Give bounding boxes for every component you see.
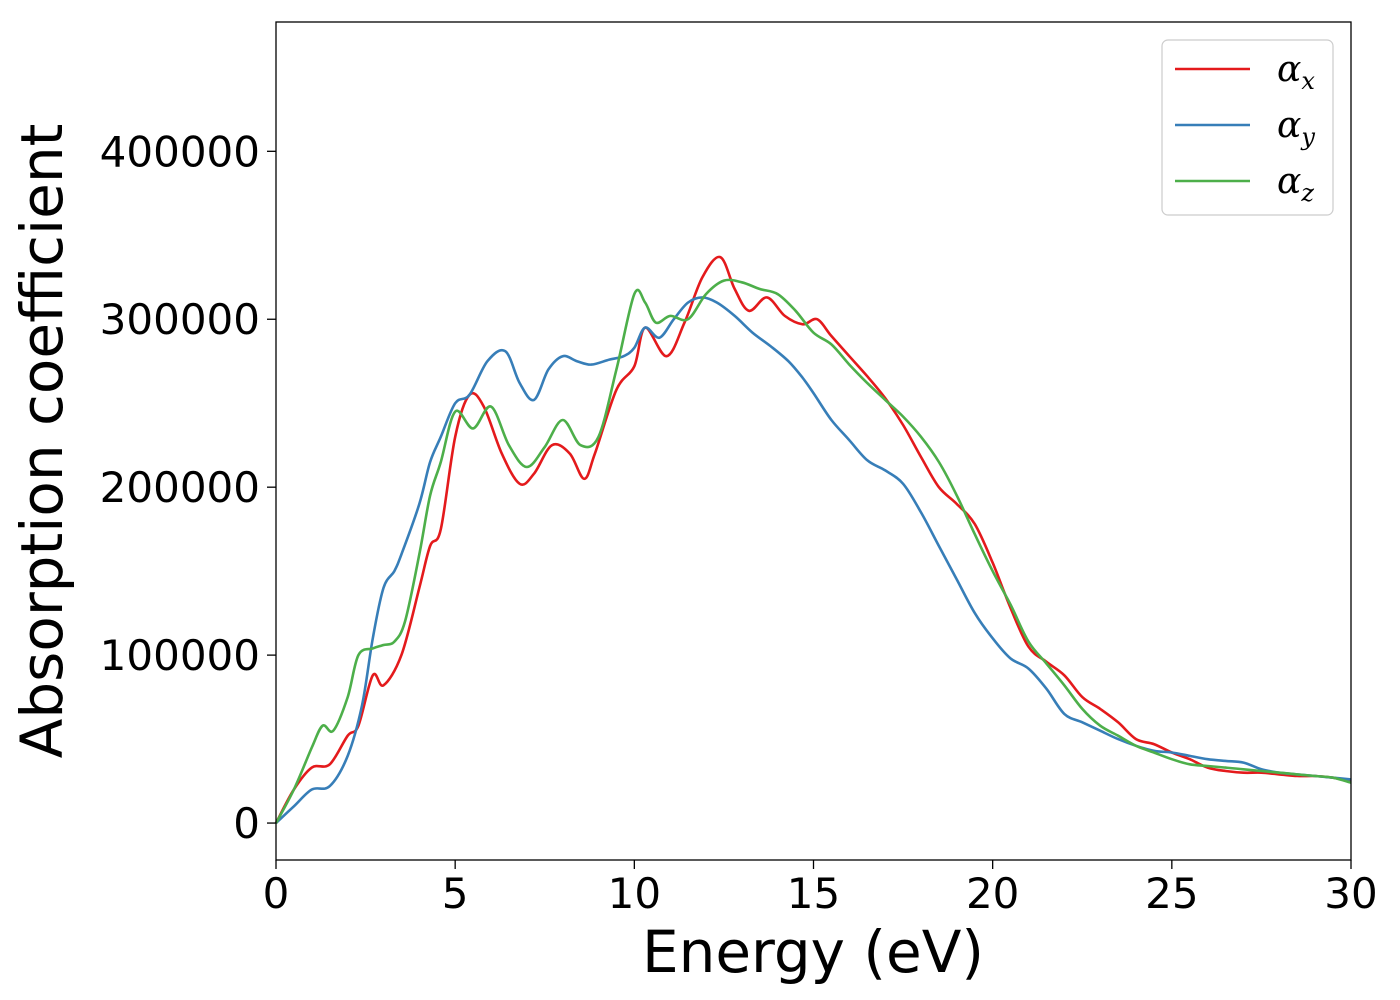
y-tick-label: 400000 bbox=[100, 127, 260, 176]
x-tick-label: 20 bbox=[966, 869, 1019, 918]
x-axis: 0 5 10 15 20 25 30 bbox=[263, 860, 1378, 918]
legend-label-y: αy bbox=[1277, 105, 1315, 151]
y-tick-label: 0 bbox=[233, 799, 260, 848]
series-layer bbox=[274, 255, 1352, 825]
legend-box bbox=[1161, 39, 1334, 216]
legend-symbol: α bbox=[1277, 105, 1301, 146]
legend-subscript: z bbox=[1300, 179, 1314, 207]
y-tick-label: 200000 bbox=[100, 463, 260, 512]
legend-symbol: α bbox=[1277, 49, 1301, 90]
legend-subscript: y bbox=[1300, 123, 1315, 151]
x-tick-label: 30 bbox=[1324, 869, 1377, 918]
y-tick-label: 100000 bbox=[100, 631, 260, 680]
legend-label-z: αz bbox=[1277, 161, 1314, 207]
x-tick-label: 10 bbox=[608, 869, 661, 918]
x-tick-label: 15 bbox=[787, 869, 840, 918]
x-tick-label: 0 bbox=[263, 869, 290, 918]
legend-label-x: αx bbox=[1277, 49, 1315, 95]
legend-subscript: x bbox=[1301, 67, 1315, 95]
series-line-z bbox=[274, 278, 1352, 824]
x-tick-label: 25 bbox=[1145, 869, 1198, 918]
y-tick-label: 300000 bbox=[100, 295, 260, 344]
legend-symbol: α bbox=[1277, 161, 1301, 202]
y-axis-title: Absorption coefficient bbox=[8, 124, 76, 759]
y-axis: 0 100000 200000 300000 400000 bbox=[100, 127, 276, 848]
series-line-y bbox=[275, 296, 1352, 825]
x-axis-title: Energy (eV) bbox=[642, 918, 984, 986]
series-line-x bbox=[274, 255, 1352, 824]
x-tick-label: 5 bbox=[442, 869, 469, 918]
